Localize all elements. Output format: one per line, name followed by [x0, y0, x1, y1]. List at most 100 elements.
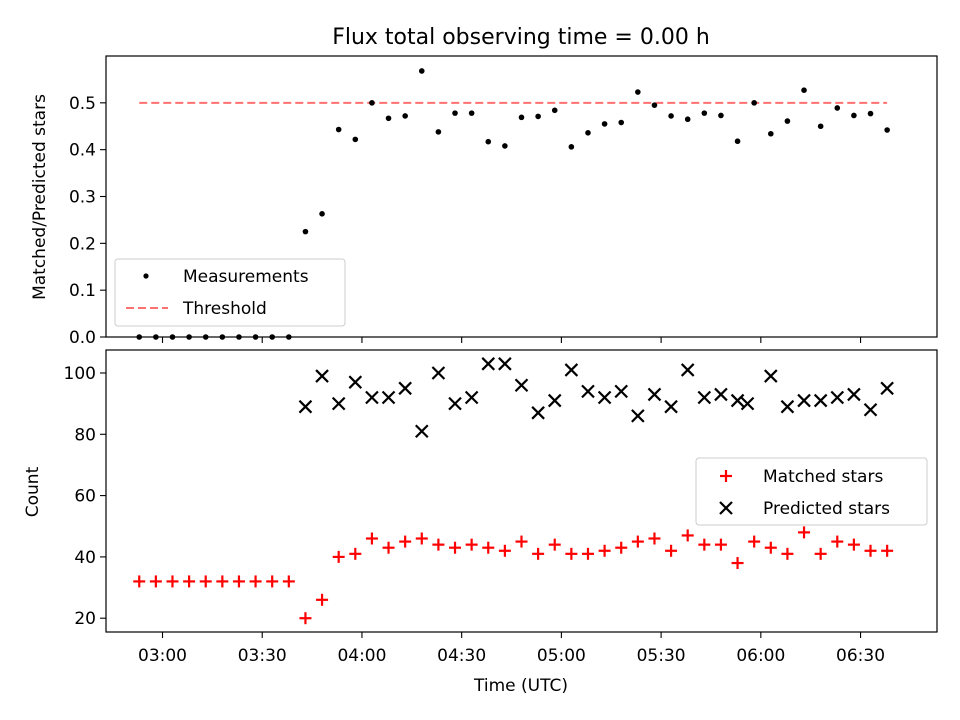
predicted-star-point [664, 399, 678, 414]
predicted-star-point [764, 369, 778, 383]
x-tick-label: 03:00 [138, 646, 187, 666]
matched-star-point [681, 529, 694, 542]
matched-star-point [133, 575, 146, 588]
predicted-star-point [830, 390, 845, 405]
predicted-star-point [381, 390, 396, 405]
measurement-point [851, 112, 857, 119]
matched-star-point [764, 541, 777, 554]
predicted-star-point [331, 396, 346, 411]
matched-star-point [581, 547, 594, 560]
matched-star-point [166, 575, 179, 588]
measurement-point [867, 110, 874, 117]
matched-star-point [847, 538, 860, 551]
ratio-panel: 0.0 0.1 0.2 0.3 0.4 0.5 Matched/Predicted sta… [30, 55, 938, 348]
legend-predicted-marker [719, 501, 733, 515]
measurement-point [535, 113, 541, 120]
measurement-point [618, 119, 625, 126]
matched-star-point [149, 575, 162, 588]
predicted-star-point [730, 393, 745, 408]
ratio-y-tick-label: 0.4 [69, 141, 96, 161]
legend-matched-marker [720, 470, 732, 482]
predicted-star-point [813, 393, 828, 408]
count-panel: 03:00 03:30 04:00 04:30 05:00 05:30 06:00 06:30… [23, 349, 938, 696]
matched-star-point [199, 575, 212, 588]
count-y-tick-label: 100 [64, 364, 96, 384]
matched-star-point [349, 547, 362, 560]
matched-star-point [665, 544, 678, 557]
legend-matched-label: Matched stars [763, 467, 883, 487]
predicted-star-point [481, 357, 496, 371]
measurement-point [884, 127, 890, 133]
predicted-star-point [398, 381, 412, 396]
measurement-point [668, 113, 674, 119]
x-tick-label: 03:30 [238, 646, 287, 666]
ratio-y-axis-label: Matched/Predicted stars [30, 94, 50, 300]
matched-star-point [631, 535, 644, 548]
measurement-point [718, 112, 724, 119]
measurement-point [684, 116, 691, 123]
measurement-point [701, 110, 708, 116]
count-legend: Matched stars Predicted stars [695, 457, 928, 526]
matched-star-point [532, 547, 545, 560]
predicted-star-point [697, 390, 712, 405]
predicted-star-point [847, 387, 861, 402]
measurement-point [601, 121, 608, 127]
matched-star-point [216, 575, 229, 588]
x-tick-label: 06:30 [836, 646, 885, 666]
ratio-y-tick-label: 0.1 [69, 281, 96, 301]
matched-star-point [282, 575, 295, 588]
legend-threshold-label: Threshold [182, 299, 267, 319]
ratio-y-tick-label: 0.5 [69, 94, 96, 114]
measurement-point [435, 129, 442, 135]
matched-star-point [316, 593, 329, 606]
predicted-star-point [797, 393, 811, 408]
measurement-point [784, 118, 791, 124]
matched-star-point [498, 544, 511, 557]
count-y-tick-label: 20 [74, 609, 96, 629]
matched-star-point [365, 532, 378, 545]
predicted-star-point [740, 396, 755, 411]
matched-star-point [798, 526, 811, 539]
matched-star-point [249, 575, 262, 588]
legend-measurements-marker [143, 273, 149, 279]
predicted-star-point [348, 375, 363, 389]
predicted-star-point [547, 393, 562, 408]
measurement-point [585, 130, 591, 136]
predicted-star-point [714, 387, 728, 402]
predicted-star-point [880, 381, 894, 396]
predicted-star-point [448, 396, 462, 411]
measurement-point [568, 144, 575, 150]
predicted-star-point [780, 399, 795, 414]
predicted-star-point [647, 387, 662, 402]
measurement-point [452, 110, 458, 116]
predicted-star-point [415, 424, 429, 439]
ratio-y-tick-label: 0.2 [69, 234, 96, 254]
matched-star-point [881, 544, 894, 557]
x-tick-label: 05:00 [537, 646, 586, 666]
matched-star-point [449, 541, 462, 554]
measurement-point [369, 100, 375, 106]
predicted-star-point [680, 363, 695, 377]
predicted-star-point [365, 390, 379, 405]
measurement-point [635, 89, 641, 95]
x-axis-label: Time (UTC) [473, 676, 568, 696]
legend-predicted-label: Predicted stars [763, 499, 890, 519]
measurement-point [352, 136, 359, 143]
measurement-point [418, 68, 425, 74]
matched-star-point [465, 538, 478, 551]
measurement-point [385, 115, 392, 122]
predicted-star-point [498, 357, 512, 371]
count-y-tick-label: 60 [74, 487, 96, 507]
predicted-star-point [315, 369, 329, 383]
matched-star-point [332, 550, 345, 563]
predicted-star-point [597, 390, 612, 405]
matched-star-point [565, 547, 578, 560]
ratio-legend-box [114, 258, 346, 327]
measurement-point [768, 130, 774, 137]
matched-star-point [814, 547, 827, 560]
matched-star-point [515, 535, 528, 548]
measurement-point [801, 87, 807, 93]
predicted-star-point [631, 409, 645, 423]
count-y-tick-label: 80 [74, 425, 96, 445]
